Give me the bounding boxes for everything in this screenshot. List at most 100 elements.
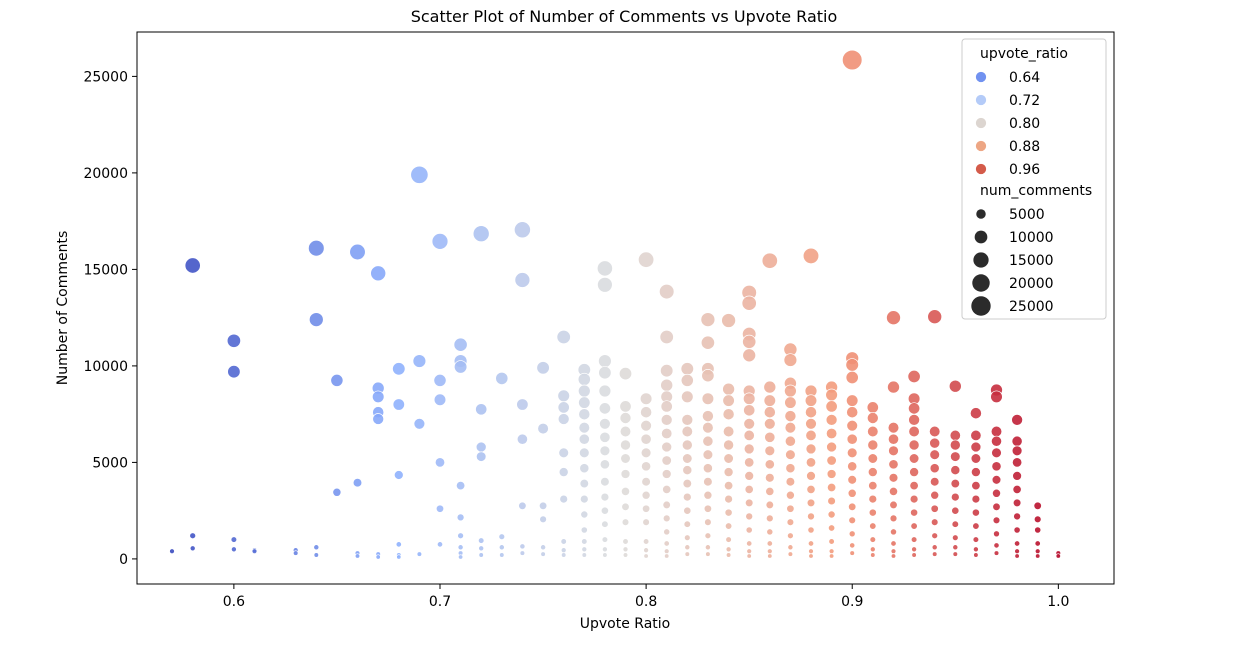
data-point [868, 480, 878, 491]
data-point [640, 433, 652, 445]
data-point [807, 540, 815, 547]
legend-hue-label: 0.96 [1009, 162, 1040, 178]
data-point [396, 554, 402, 560]
data-point [847, 475, 857, 485]
data-point [189, 545, 196, 552]
data-point [990, 390, 1003, 404]
data-point [662, 500, 671, 510]
data-point [764, 445, 776, 457]
legend-size-marker [976, 209, 986, 219]
data-point [806, 498, 816, 508]
data-point [519, 550, 526, 556]
data-point [767, 553, 773, 559]
data-point [536, 361, 550, 375]
data-point [556, 329, 571, 345]
data-point [580, 510, 589, 519]
data-point [765, 500, 774, 510]
data-point [785, 463, 796, 474]
legend-size-marker [971, 296, 991, 316]
data-point [457, 544, 464, 551]
data-point [455, 480, 466, 491]
data-point [784, 410, 797, 423]
data-point [787, 544, 794, 551]
data-point [292, 550, 299, 556]
legend-size-label: 10000 [1009, 230, 1054, 246]
data-point [703, 477, 713, 487]
data-point [908, 453, 920, 464]
data-point [1011, 435, 1023, 447]
data-point [743, 429, 755, 441]
data-point [808, 553, 814, 559]
data-point [330, 373, 344, 387]
data-point [866, 401, 879, 414]
data-point [743, 443, 755, 455]
data-point [828, 524, 836, 532]
data-point [169, 548, 175, 555]
data-point [619, 425, 632, 438]
data-point [888, 445, 899, 457]
data-point [827, 482, 837, 493]
data-point [825, 388, 838, 402]
data-point [599, 459, 610, 470]
data-point [949, 439, 961, 451]
data-point [431, 233, 449, 250]
data-point [681, 425, 693, 438]
data-point [724, 508, 733, 517]
data-point [908, 414, 920, 426]
data-point [560, 538, 567, 545]
data-point [599, 445, 611, 457]
legend: upvote_ratio num_comments 0.64 0.72 0.80 0.… [961, 38, 1107, 320]
data-point [764, 431, 776, 443]
data-point [579, 447, 590, 459]
data-point [375, 554, 381, 560]
data-point [785, 449, 796, 460]
legend-hue-label: 0.64 [1009, 70, 1040, 86]
data-point [910, 536, 918, 543]
data-point [991, 475, 1002, 485]
data-point [805, 457, 817, 468]
data-point [475, 403, 488, 416]
data-point [579, 478, 589, 489]
data-point [643, 547, 649, 554]
data-point [308, 312, 324, 327]
data-point [434, 457, 446, 468]
data-point [868, 494, 878, 504]
data-point [828, 548, 835, 555]
data-point [313, 544, 320, 551]
data-point [620, 439, 631, 451]
data-point [372, 413, 385, 425]
data-point [578, 408, 591, 421]
data-point [867, 467, 878, 478]
data-point [991, 447, 1002, 459]
data-point [993, 550, 1000, 556]
data-point [499, 552, 505, 558]
data-point [702, 463, 713, 474]
data-point [560, 547, 567, 554]
data-point [393, 470, 404, 480]
data-point [577, 384, 591, 398]
data-point [765, 514, 774, 523]
data-point [681, 439, 693, 451]
data-point [971, 508, 980, 517]
data-point [787, 532, 794, 540]
data-point [498, 533, 506, 541]
plot-area-frame [136, 31, 1115, 585]
data-point [702, 435, 714, 447]
data-point [745, 512, 754, 521]
data-point [948, 379, 962, 393]
data-point [601, 520, 609, 528]
legend-hue-title: upvote_ratio [980, 46, 1068, 62]
data-point [993, 542, 1000, 549]
data-point [761, 252, 778, 269]
data-point [519, 543, 526, 550]
data-point [371, 390, 385, 404]
data-point [640, 406, 653, 419]
data-point [763, 394, 776, 407]
data-point [578, 433, 590, 445]
data-point [704, 518, 712, 526]
data-point [951, 506, 960, 515]
data-point [886, 310, 901, 326]
data-point [621, 518, 630, 526]
data-point [1011, 414, 1023, 426]
data-point [952, 544, 959, 551]
